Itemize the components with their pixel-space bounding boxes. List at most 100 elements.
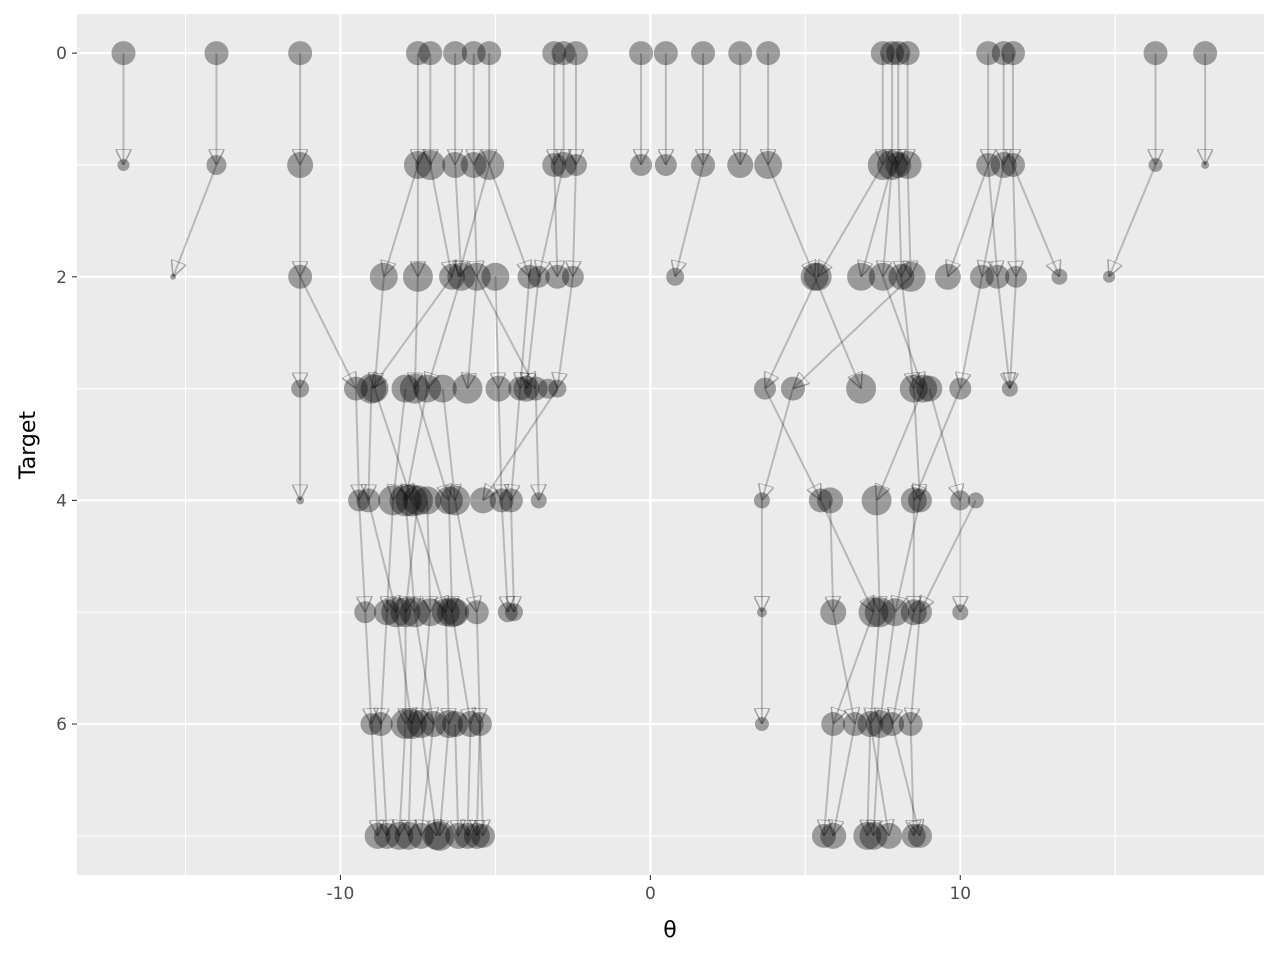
arrow xyxy=(511,500,514,612)
arrow xyxy=(869,723,889,836)
x-tick-label: 0 xyxy=(645,884,656,904)
arrow xyxy=(173,164,218,277)
data-point xyxy=(821,712,846,737)
data-point xyxy=(728,41,753,66)
arrow xyxy=(475,276,537,389)
plot-panel xyxy=(77,14,1264,875)
arrow xyxy=(987,164,997,277)
arrow xyxy=(502,500,508,612)
arrow xyxy=(373,388,412,501)
data-point xyxy=(378,485,409,516)
data-point xyxy=(900,487,927,514)
data-point xyxy=(470,823,495,848)
arrow xyxy=(908,164,911,277)
data-point xyxy=(485,375,512,402)
arrow xyxy=(824,723,835,836)
arrow xyxy=(960,276,983,389)
data-point xyxy=(820,599,847,626)
data-point xyxy=(474,149,505,180)
data-point xyxy=(550,151,577,178)
data-point xyxy=(877,149,908,180)
x-axis-title: θ xyxy=(663,918,676,943)
arrow xyxy=(427,276,463,389)
data-point xyxy=(489,488,514,513)
arrow xyxy=(873,723,879,836)
data-point xyxy=(1000,152,1025,177)
data-point xyxy=(857,711,884,738)
data-point xyxy=(439,263,466,290)
y-tick-label: 6 xyxy=(56,715,67,735)
data-point xyxy=(447,262,476,291)
data-point xyxy=(373,822,400,849)
data-point xyxy=(907,600,932,625)
data-point xyxy=(399,373,430,404)
data-point xyxy=(865,710,894,739)
data-point xyxy=(898,712,923,737)
arrow xyxy=(818,164,884,277)
arrow xyxy=(883,164,894,277)
data-point xyxy=(460,151,487,178)
data-point xyxy=(413,486,442,515)
data-point xyxy=(381,597,412,628)
data-point xyxy=(445,822,472,849)
arrow xyxy=(526,276,540,389)
arrow xyxy=(359,500,365,612)
data-point xyxy=(875,822,902,849)
arrow xyxy=(409,724,412,836)
arrow xyxy=(877,500,880,612)
data-point xyxy=(881,598,910,627)
arrow xyxy=(870,612,881,724)
arrow xyxy=(384,164,419,277)
data-point xyxy=(517,264,542,289)
arrow xyxy=(996,276,1009,389)
arrow xyxy=(421,612,432,724)
arrow xyxy=(455,164,461,277)
data-point xyxy=(396,709,427,740)
data-point xyxy=(842,712,867,737)
data-point xyxy=(402,485,433,516)
data-point xyxy=(291,379,310,398)
data-point xyxy=(117,158,130,171)
data-point xyxy=(880,41,905,66)
arrow xyxy=(557,276,574,389)
arrow xyxy=(833,723,856,836)
data-point xyxy=(389,484,422,517)
data-point xyxy=(369,262,398,291)
data-point xyxy=(1051,268,1068,285)
data-point xyxy=(800,262,829,291)
data-point xyxy=(885,151,912,178)
data-point xyxy=(204,41,229,66)
arrow xyxy=(573,164,576,277)
data-point xyxy=(508,376,533,401)
data-point xyxy=(431,598,460,627)
arrow xyxy=(356,388,359,501)
arrow xyxy=(813,276,861,389)
data-point xyxy=(847,262,876,291)
data-point xyxy=(360,713,383,736)
data-point xyxy=(1000,41,1025,66)
arrow xyxy=(554,164,557,277)
arrow xyxy=(440,723,450,836)
data-point xyxy=(454,822,481,849)
arrow xyxy=(900,276,913,389)
arrow xyxy=(468,724,471,836)
arrow xyxy=(429,164,452,277)
data-point xyxy=(170,273,177,280)
data-point xyxy=(653,41,678,66)
data-point xyxy=(907,488,932,513)
arrow xyxy=(928,388,960,501)
arrow xyxy=(477,612,480,724)
data-point xyxy=(457,711,484,738)
arrow xyxy=(375,276,385,389)
arrow xyxy=(365,612,371,724)
data-point xyxy=(462,262,491,291)
data-point xyxy=(545,264,570,289)
arrow xyxy=(880,612,897,724)
data-point xyxy=(934,263,961,290)
data-point xyxy=(442,711,469,738)
y-axis: 0 2 4 6 xyxy=(56,44,77,735)
data-point xyxy=(756,41,781,66)
data-point xyxy=(654,153,677,176)
data-point xyxy=(691,41,716,66)
data-point xyxy=(434,710,463,739)
